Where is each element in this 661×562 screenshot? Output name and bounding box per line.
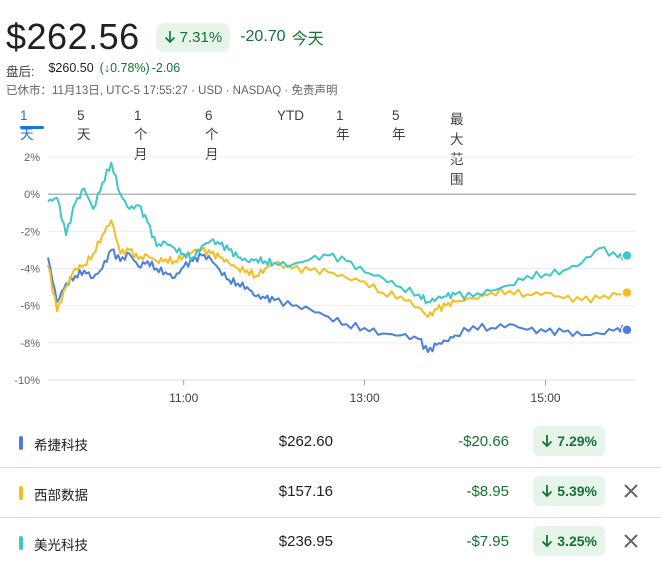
tab-5-day[interactable]: 5 天 (77, 108, 91, 142)
arrow-down-icon (164, 31, 175, 44)
stock-name: 西部数据 (34, 488, 88, 503)
stock-abs-change: -$20.66 (458, 433, 509, 450)
stock-price: $236.95 (278, 533, 333, 550)
stock-row-wdc[interactable]: 西部数据 $157.16 -$8.95 5.39% (0, 468, 661, 518)
current-price: $262.56 (6, 16, 140, 57)
arrow-down-icon (542, 535, 553, 548)
after-hours-row: 盘后: $260.50 (↓0.78%) -2.06 (6, 61, 180, 80)
tab-1-day[interactable]: 1天 (20, 108, 34, 142)
x-tick-label: 13:00 (350, 391, 380, 405)
x-tick-label: 15:00 (531, 391, 561, 405)
pct-change-value: 7.31% (179, 28, 223, 46)
y-tick-label: -4% (20, 264, 40, 276)
quote-header: $262.56 7.31% -20.70 今天 (6, 16, 324, 58)
after-hours-price: $260.50 (48, 61, 94, 75)
tab-6-month[interactable]: 6 个月 (205, 108, 219, 162)
series-end-dot-1 (621, 286, 633, 299)
stock-price: $157.16 (278, 483, 333, 500)
stock-row-stx[interactable]: 希捷科技 $262.60 -$20.66 7.29% (0, 418, 661, 468)
series-end-dot-0 (621, 324, 633, 336)
after-hours-label: 盘后: (6, 65, 35, 79)
x-tick-label: 11:00 (169, 391, 198, 405)
stock-pct-badge: 7.29% (533, 426, 605, 456)
after-hours-abs: -2.06 (151, 61, 181, 75)
tab-max[interactable]: 最大范围 (450, 112, 464, 187)
stock-abs-change: -$8.95 (466, 483, 509, 500)
remove-comparison-icon[interactable] (621, 481, 641, 501)
series-color-swatch (19, 486, 23, 500)
tab-1-month[interactable]: 1 个月 (134, 108, 148, 162)
stock-price: $262.60 (278, 433, 333, 450)
arrow-down-icon (542, 485, 553, 498)
y-tick-label: -10% (14, 375, 40, 387)
y-tick-label: -6% (20, 301, 40, 313)
stock-pct-value: 7.29% (557, 433, 597, 449)
series-color-swatch (19, 536, 23, 550)
stock-row-mu[interactable]: 美光科技 $236.95 -$7.95 3.25% (0, 518, 661, 562)
stock-name: 美光科技 (34, 538, 88, 553)
series-line-1 (47, 219, 628, 318)
y-tick-label: -2% (20, 226, 40, 238)
stock-abs-change: -$7.95 (466, 533, 509, 550)
stock-name: 希捷科技 (34, 438, 88, 453)
price-chart[interactable]: 2% 0% -2% -4% -6% -8% -10% 11:00 13:00 15:00 (0, 140, 661, 415)
series-end-dot-2 (621, 249, 633, 262)
y-tick-label: 2% (24, 152, 40, 164)
stock-pct-value: 5.39% (557, 483, 597, 499)
after-hours-pct: (↓0.78%) (99, 61, 150, 75)
active-tab-indicator (20, 126, 44, 129)
market-status: 已休市：11月13日, UTC-5 17:55:27 · USD · NASDA… (6, 85, 338, 97)
tab-5-year[interactable]: 5 年 (392, 108, 406, 142)
remove-comparison-icon[interactable] (621, 531, 641, 551)
tab-1-year[interactable]: 1 年 (336, 108, 350, 142)
stock-pct-value: 3.25% (557, 533, 597, 549)
stock-pct-badge: 5.39% (533, 476, 605, 506)
series-line-2 (47, 161, 628, 305)
stock-pct-badge: 3.25% (533, 526, 605, 556)
pct-change-badge: 7.31% (155, 22, 231, 52)
series-line-0 (47, 248, 628, 354)
abs-change-value: -20.70 (240, 28, 286, 45)
arrow-down-icon (542, 435, 553, 448)
change-period-label: 今天 (291, 31, 324, 48)
y-tick-label: 0% (24, 189, 40, 201)
y-tick-label: -8% (20, 338, 40, 350)
tab-ytd[interactable]: YTD (277, 108, 304, 123)
series-color-swatch (19, 436, 23, 450)
